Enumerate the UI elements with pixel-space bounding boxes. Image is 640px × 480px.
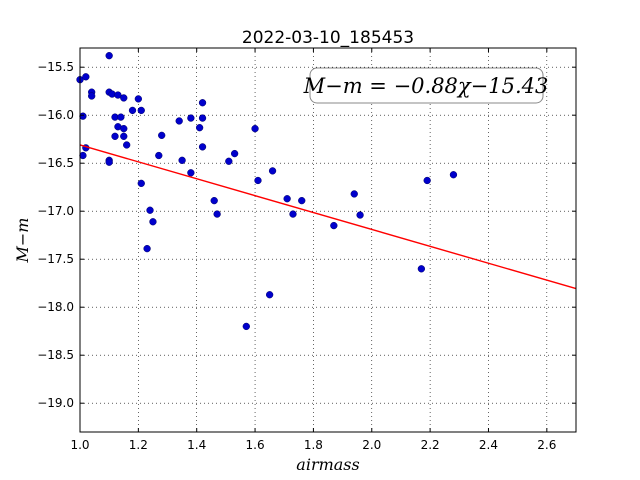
x-tick-label: 2.2	[421, 438, 440, 452]
x-tick-label: 2.6	[537, 438, 556, 452]
x-tick-label: 1.8	[304, 438, 323, 452]
data-point	[230, 149, 239, 158]
data-point	[350, 190, 358, 198]
data-point	[330, 221, 338, 230]
data-point	[111, 132, 119, 140]
data-point	[137, 106, 145, 115]
data-point	[155, 151, 163, 160]
data-point	[149, 218, 157, 226]
data-point	[175, 117, 183, 125]
x-tick-label: 1.6	[246, 438, 265, 452]
data-point	[134, 95, 143, 103]
data-point	[120, 124, 128, 133]
data-point	[289, 210, 297, 218]
plot-area	[76, 52, 577, 331]
data-point	[449, 171, 458, 179]
fit-line	[79, 144, 577, 290]
data-point	[146, 206, 154, 214]
fit-equation-box: M−m = −0.88χ−15.43	[303, 67, 549, 104]
y-tick-label: −16.0	[37, 108, 74, 122]
x-tick-label: 1.4	[187, 438, 206, 452]
x-tick-label: 1.0	[70, 438, 89, 452]
data-point	[225, 157, 233, 165]
data-point	[254, 176, 262, 185]
chart-title: 2022-03-10_185453	[242, 28, 414, 48]
data-point	[213, 210, 221, 218]
data-point	[120, 132, 128, 140]
data-point	[79, 151, 87, 160]
plot-frame	[79, 47, 577, 433]
data-point	[128, 106, 137, 115]
x-tick-label: 2.0	[362, 438, 381, 452]
data-point	[114, 91, 122, 99]
data-point	[268, 167, 277, 175]
data-point	[187, 169, 195, 177]
data-point	[417, 265, 426, 273]
y-tick-label: −19.0	[37, 396, 74, 410]
data-point	[423, 176, 431, 185]
data-point	[79, 112, 87, 120]
data-point	[298, 196, 306, 205]
y-tick-label: −18.5	[37, 348, 74, 362]
data-point	[117, 113, 125, 121]
data-point	[123, 141, 131, 149]
y-tick-labels: −15.5 −16.0 −16.5 −17.0 −17.5 −18.0 −18.5 −19.0	[37, 60, 74, 410]
data-point	[356, 211, 364, 219]
y-tick-label: −18.0	[37, 300, 74, 314]
data-point	[88, 92, 96, 100]
data-point	[265, 291, 274, 299]
data-point	[198, 99, 207, 107]
data-point	[120, 94, 128, 102]
data-point	[283, 195, 291, 203]
y-tick-label: −17.5	[37, 252, 74, 266]
x-tick-labels: 1.0 1.2 1.4 1.6 1.8 2.0 2.2 2.4 2.6	[70, 438, 556, 452]
axis-ticks	[79, 48, 576, 432]
x-tick-label: 2.4	[479, 438, 498, 452]
data-point	[242, 322, 250, 331]
x-tick-label: 1.2	[129, 438, 148, 452]
y-tick-label: −17.0	[37, 204, 74, 218]
x-axis-label: airmass	[296, 455, 359, 474]
y-tick-label: −15.5	[37, 60, 74, 74]
data-point	[210, 196, 218, 205]
y-axis-label: M−m	[13, 218, 32, 264]
data-point	[105, 158, 113, 166]
data-point	[137, 179, 145, 188]
data-point	[178, 156, 186, 164]
grid-lines	[80, 48, 576, 432]
data-point	[198, 143, 207, 151]
data-point	[195, 124, 204, 132]
data-point	[143, 244, 151, 253]
data-point	[158, 131, 166, 140]
y-tick-label: −16.5	[37, 156, 74, 170]
data-point	[187, 114, 195, 122]
fit-equation-frame	[309, 67, 544, 104]
fit-equation-text: M−m = −0.88χ−15.43	[303, 74, 549, 98]
data-point	[105, 52, 113, 60]
data-point	[251, 124, 259, 133]
data-point	[82, 73, 90, 81]
data-point	[198, 114, 207, 122]
